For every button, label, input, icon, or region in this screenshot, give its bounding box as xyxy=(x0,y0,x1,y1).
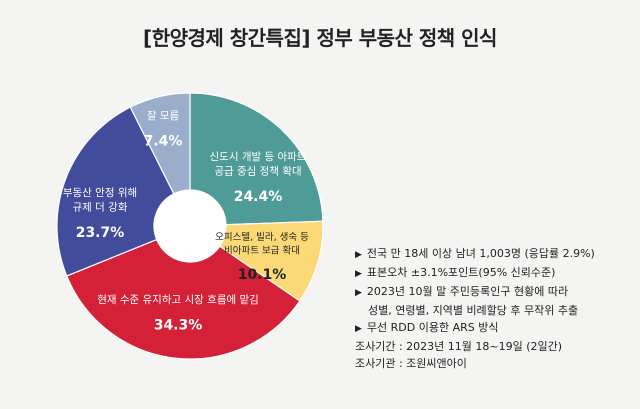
note-line: 조사기관 : 조원씨앤아이 xyxy=(355,355,635,372)
slice-label: 부동산 안정 위해 xyxy=(63,186,137,199)
note-text: 2023년 10월 말 주민등록인구 현황에 따라 xyxy=(366,285,569,298)
note-text: 표본오차 ±3.1%포인트(95% 신뢰수준) xyxy=(366,266,556,279)
note-line: 조사기간 : 2023년 11월 18~19일 (2일간) xyxy=(355,338,635,355)
bullet-icon: ▶ xyxy=(355,324,362,334)
slice-label: 잘 모름 xyxy=(147,110,180,122)
slice-label: 비아파트 보급 확대 xyxy=(224,245,300,257)
note-text: 조사기간 : 2023년 11월 18~19일 (2일간) xyxy=(355,340,563,353)
slice-value-label: 10.1% xyxy=(238,267,287,283)
note-text: 성별, 연령별, 지역별 비례할당 후 무작위 추출 xyxy=(368,304,579,317)
note-line: ▶ 2023년 10월 말 주민등록인구 현황에 따라 xyxy=(355,283,635,302)
slice-value-label: 7.4% xyxy=(144,134,183,150)
bullet-icon: ▶ xyxy=(355,250,362,260)
bullet-icon: ▶ xyxy=(355,288,362,298)
chart-title: [한양경제 창간특집] 정부 부동산 정책 인식 xyxy=(143,26,497,50)
note-line: 성별, 연령별, 지역별 비례할당 후 무작위 추출 xyxy=(355,302,635,319)
slice-label: 규제 더 강화 xyxy=(73,202,128,214)
slice-value-label: 23.7% xyxy=(76,225,125,241)
note-line: ▶ 전국 만 18세 이상 남녀 1,003명 (응답률 2.9%) xyxy=(355,245,635,264)
slice-label: 오피스텔, 빌라, 생숙 등 xyxy=(215,231,309,243)
slice-label: 공급 중심 정책 확대 xyxy=(214,165,301,178)
note-text: 전국 만 18세 이상 남녀 1,003명 (응답률 2.9%) xyxy=(366,247,595,260)
note-text: 조사기관 : 조원씨앤아이 xyxy=(355,357,467,370)
slice-value-label: 24.4% xyxy=(234,189,283,205)
donut-hole xyxy=(154,190,226,262)
slice-label: 현재 수준 유지하고 시장 흐름에 맡김 xyxy=(97,293,259,306)
note-line: ▶ 무선 RDD 이용한 ARS 방식 xyxy=(355,319,635,338)
note-text: 무선 RDD 이용한 ARS 방식 xyxy=(366,321,499,334)
note-line: ▶ 표본오차 ±3.1%포인트(95% 신뢰수준) xyxy=(355,264,635,283)
survey-notes: ▶ 전국 만 18세 이상 남녀 1,003명 (응답률 2.9%) ▶ 표본오차 … xyxy=(355,245,635,372)
slice-value-label: 34.3% xyxy=(154,318,203,334)
slice-label: 신도시 개발 등 아파트 xyxy=(210,151,307,163)
bullet-icon: ▶ xyxy=(355,269,362,279)
